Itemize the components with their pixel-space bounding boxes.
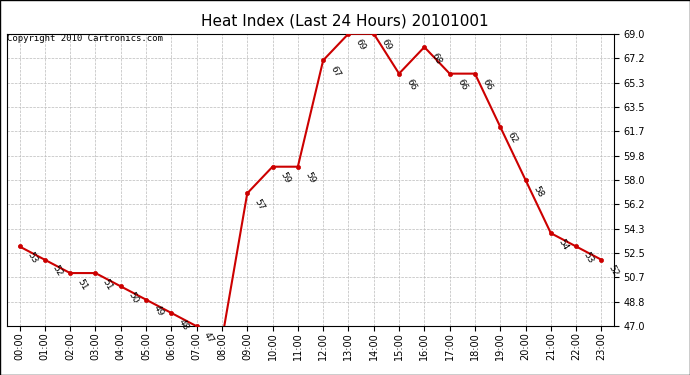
Text: 52: 52 <box>50 264 64 278</box>
Text: 47: 47 <box>202 330 216 345</box>
Text: Copyright 2010 Cartronics.com: Copyright 2010 Cartronics.com <box>7 34 163 43</box>
Text: 59: 59 <box>278 171 292 185</box>
Text: 54: 54 <box>556 237 570 252</box>
Text: 51: 51 <box>76 277 89 292</box>
Text: 48: 48 <box>177 317 190 332</box>
Text: 57: 57 <box>253 198 266 212</box>
Text: 51: 51 <box>101 277 115 292</box>
Text: 49: 49 <box>152 304 165 318</box>
Text: 53: 53 <box>25 251 39 265</box>
Text: 68: 68 <box>430 51 444 66</box>
Text: Heat Index (Last 24 Hours) 20101001: Heat Index (Last 24 Hours) 20101001 <box>201 13 489 28</box>
Text: 62: 62 <box>506 131 520 146</box>
Text: 50: 50 <box>126 291 140 305</box>
Text: 53: 53 <box>582 251 595 265</box>
Text: 66: 66 <box>480 78 494 92</box>
Text: 66: 66 <box>455 78 469 92</box>
Text: 52: 52 <box>607 264 620 278</box>
Text: 58: 58 <box>531 184 544 199</box>
Text: 69: 69 <box>380 38 393 52</box>
Text: 67: 67 <box>328 64 342 79</box>
Text: 46: 46 <box>0 374 1 375</box>
Text: 59: 59 <box>304 171 317 185</box>
Text: 66: 66 <box>404 78 418 92</box>
Text: 69: 69 <box>354 38 368 52</box>
